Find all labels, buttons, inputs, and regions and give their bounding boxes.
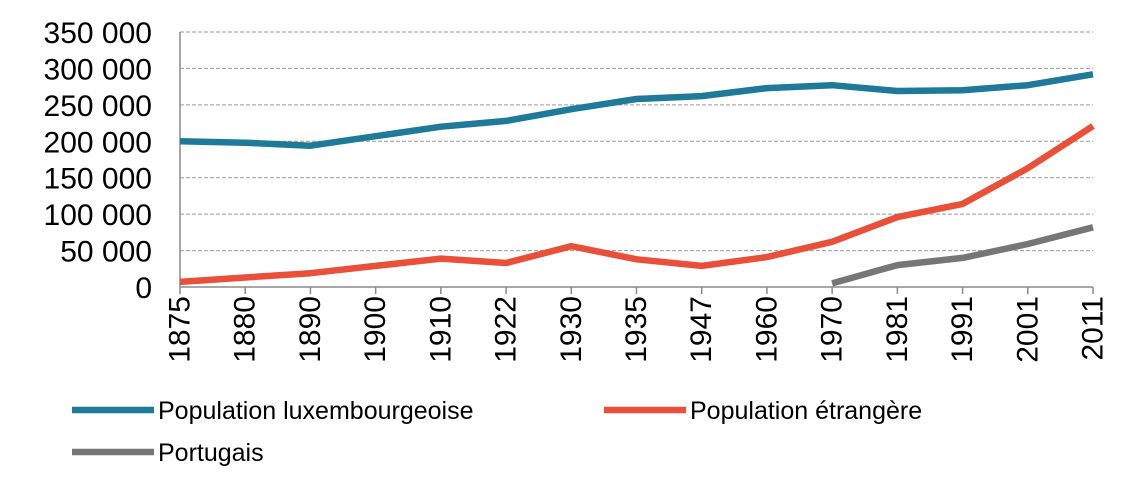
x-tick-label: 1930 [555, 296, 588, 363]
x-tick-label: 1970 [816, 296, 849, 363]
legend-label-2: Portugais [158, 439, 264, 467]
x-tick-label: 2011 [1077, 296, 1110, 361]
legend: Population luxembourgeoise Population étr… [72, 397, 922, 467]
x-tick-label: 1935 [620, 296, 653, 363]
y-tick-label: 50 000 [60, 236, 152, 269]
x-tick-label: 1991 [946, 296, 979, 363]
x-tick-label: 1981 [881, 296, 914, 363]
x-tick-label: 1960 [750, 296, 783, 363]
y-tick-label: 100 000 [44, 199, 152, 232]
x-tick-label: 1880 [229, 296, 262, 363]
y-tick-label: 0 [135, 272, 152, 305]
x-tick-label: 2001 [1011, 296, 1044, 363]
y-tick-label: 250 000 [44, 90, 152, 123]
y-tick-label: 350 000 [44, 17, 152, 50]
gridlines [180, 31, 1093, 252]
x-tick-label: 1875 [164, 296, 197, 363]
series-lines [179, 71, 1095, 287]
series-line-1 [179, 123, 1095, 286]
y-tick-label: 200 000 [44, 126, 152, 159]
legend-label-0: Population luxembourgeoise [158, 397, 474, 425]
x-tick-label: 1900 [359, 296, 392, 363]
y-tick-label: 300 000 [44, 53, 152, 86]
legend-label-1: Population étrangère [690, 397, 922, 425]
series-line-2 [831, 224, 1094, 287]
x-tick-label: 1947 [685, 296, 718, 363]
x-tick-label: 1890 [294, 296, 327, 363]
y-tick-label: 150 000 [44, 163, 152, 196]
x-tick-label: 1922 [490, 296, 523, 363]
x-tick-label: 1910 [424, 296, 457, 363]
x-axis: 1875 1880 1890 1900 1910 1922 1930 1935 1947 1960… [164, 286, 1110, 363]
series-line-0 [179, 71, 1094, 149]
